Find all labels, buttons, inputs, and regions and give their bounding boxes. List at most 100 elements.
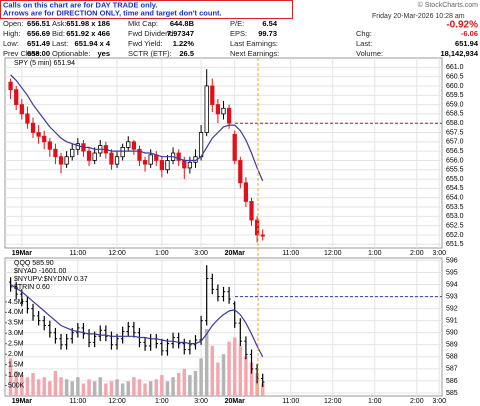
candle-body — [243, 182, 249, 202]
volume-tick-label: 3.5M — [8, 320, 24, 327]
y-tick-label: 657.5 — [446, 129, 464, 136]
note-line: Calls on this chart are for DAY TRADE on… — [3, 0, 157, 9]
candle-body — [120, 147, 125, 158]
field-label: Mkt Cap: — [128, 19, 158, 28]
candle-body — [254, 219, 260, 236]
volume-bar — [8, 358, 13, 396]
y-tick-label: 593 — [446, 293, 458, 300]
candle-body — [131, 141, 136, 150]
candle-body — [159, 160, 165, 171]
field-label: SCTR (ETF): — [128, 49, 172, 58]
volume-bar — [216, 362, 220, 396]
y-tick-label: 652.5 — [446, 222, 464, 229]
field-label: Volume: — [356, 49, 383, 58]
field-value: 656.69 — [27, 29, 50, 38]
field-label: Prev Close: — [3, 49, 42, 58]
volume-bar — [193, 370, 198, 396]
x-tick-label: 11:00 — [282, 398, 299, 405]
y-tick-label: 656.0 — [446, 157, 464, 164]
volume-bar — [188, 375, 192, 396]
candle-body — [198, 132, 204, 158]
legend-entry: $NYAD -1601.00 — [14, 268, 67, 275]
field-value: 1.22% — [173, 39, 195, 48]
volume-bar — [115, 379, 119, 396]
volume-bar — [36, 379, 41, 396]
candle-body — [58, 156, 64, 165]
candle-body — [210, 85, 215, 105]
candle-body — [42, 135, 47, 143]
volume-bar — [109, 381, 114, 396]
y-tick-label: 653.0 — [446, 213, 464, 220]
field-value: 6.54 — [262, 19, 277, 28]
field-label: P/E: — [230, 19, 244, 28]
note-box — [0, 0, 293, 19]
candle-body — [30, 122, 36, 133]
field-value: 651.92 x 466 — [66, 29, 110, 38]
y-tick-label: 592 — [446, 305, 458, 312]
volume-bar — [132, 377, 136, 396]
volume-bar — [249, 362, 254, 396]
volume-bar — [160, 375, 164, 396]
volume-bar — [120, 383, 125, 396]
y-tick-label: 659.5 — [446, 92, 464, 99]
volume-tick-label: 1.5M — [8, 361, 24, 368]
volume-bar — [48, 381, 52, 396]
volume-bar — [14, 370, 18, 396]
y-tick-label: 659.0 — [446, 101, 464, 108]
candle-body — [86, 150, 92, 161]
x-tick-label: 1:00 — [155, 398, 169, 405]
y-tick-label: 658.0 — [446, 120, 464, 127]
candle-body — [249, 201, 254, 221]
x-tick-label: 19Mar — [12, 398, 33, 405]
x-tick-label: 12:00 — [108, 398, 126, 405]
candle-body — [142, 160, 148, 165]
candle-body — [70, 148, 75, 158]
timestamp: Friday 20-Mar-2026 10:28 am — [372, 13, 465, 20]
volume-bar — [165, 381, 170, 396]
field-label: Last Earnings: — [230, 39, 278, 48]
volume-bar — [244, 356, 248, 396]
volume-bar — [182, 368, 187, 396]
field-value: 99.73 — [258, 29, 277, 38]
x-tick-label: 12:00 — [324, 398, 342, 405]
volume-bar — [92, 381, 97, 396]
field-value: 651.49 — [27, 39, 50, 48]
field-label: Low: — [3, 39, 19, 48]
candle-body — [182, 160, 187, 169]
volume-bar — [238, 345, 243, 396]
x-tick-label: 11:00 — [69, 398, 86, 405]
field-value: yes — [97, 49, 110, 58]
field-label: EPS: — [230, 29, 247, 38]
candle-body — [126, 141, 131, 148]
y-tick-label: 585 — [446, 390, 458, 397]
legend-entry: $TRIN 0.60 — [14, 284, 50, 291]
volume-bar — [64, 379, 69, 396]
y-tick-label: 661.0 — [446, 64, 464, 71]
volume-bar — [148, 381, 153, 396]
candle-body — [204, 85, 209, 133]
field-value: 644.8B — [170, 19, 195, 28]
volume-bar — [70, 381, 74, 396]
x-tick-label: 1:00 — [155, 250, 169, 257]
field-label: Open: — [3, 19, 23, 28]
x-tick-label: 3:00 — [194, 250, 208, 257]
x-tick-label: 1:00 — [368, 250, 382, 257]
field-label: Ask: — [52, 19, 67, 28]
y-tick-label: 652.0 — [446, 232, 464, 239]
volume-tick-label: 4.0M — [8, 309, 24, 316]
note-line: Arrows are for DIRECTION ONLY, time and … — [3, 8, 222, 17]
volume-bar — [210, 345, 215, 396]
y-tick-label: 587 — [446, 366, 458, 373]
y-tick-label: 595 — [446, 269, 458, 276]
change-percent: -0.92% — [446, 20, 478, 31]
volume-bar — [87, 379, 91, 396]
y-tick-label: 586 — [446, 378, 458, 385]
y-tick-label: 660.5 — [446, 73, 464, 80]
field-label: Optionable: — [52, 49, 90, 58]
volume-bar — [53, 370, 58, 396]
candle-body — [64, 156, 69, 165]
candle-body — [19, 104, 24, 115]
y-tick-label: 588 — [446, 354, 458, 361]
y-tick-label: 594 — [446, 281, 458, 288]
